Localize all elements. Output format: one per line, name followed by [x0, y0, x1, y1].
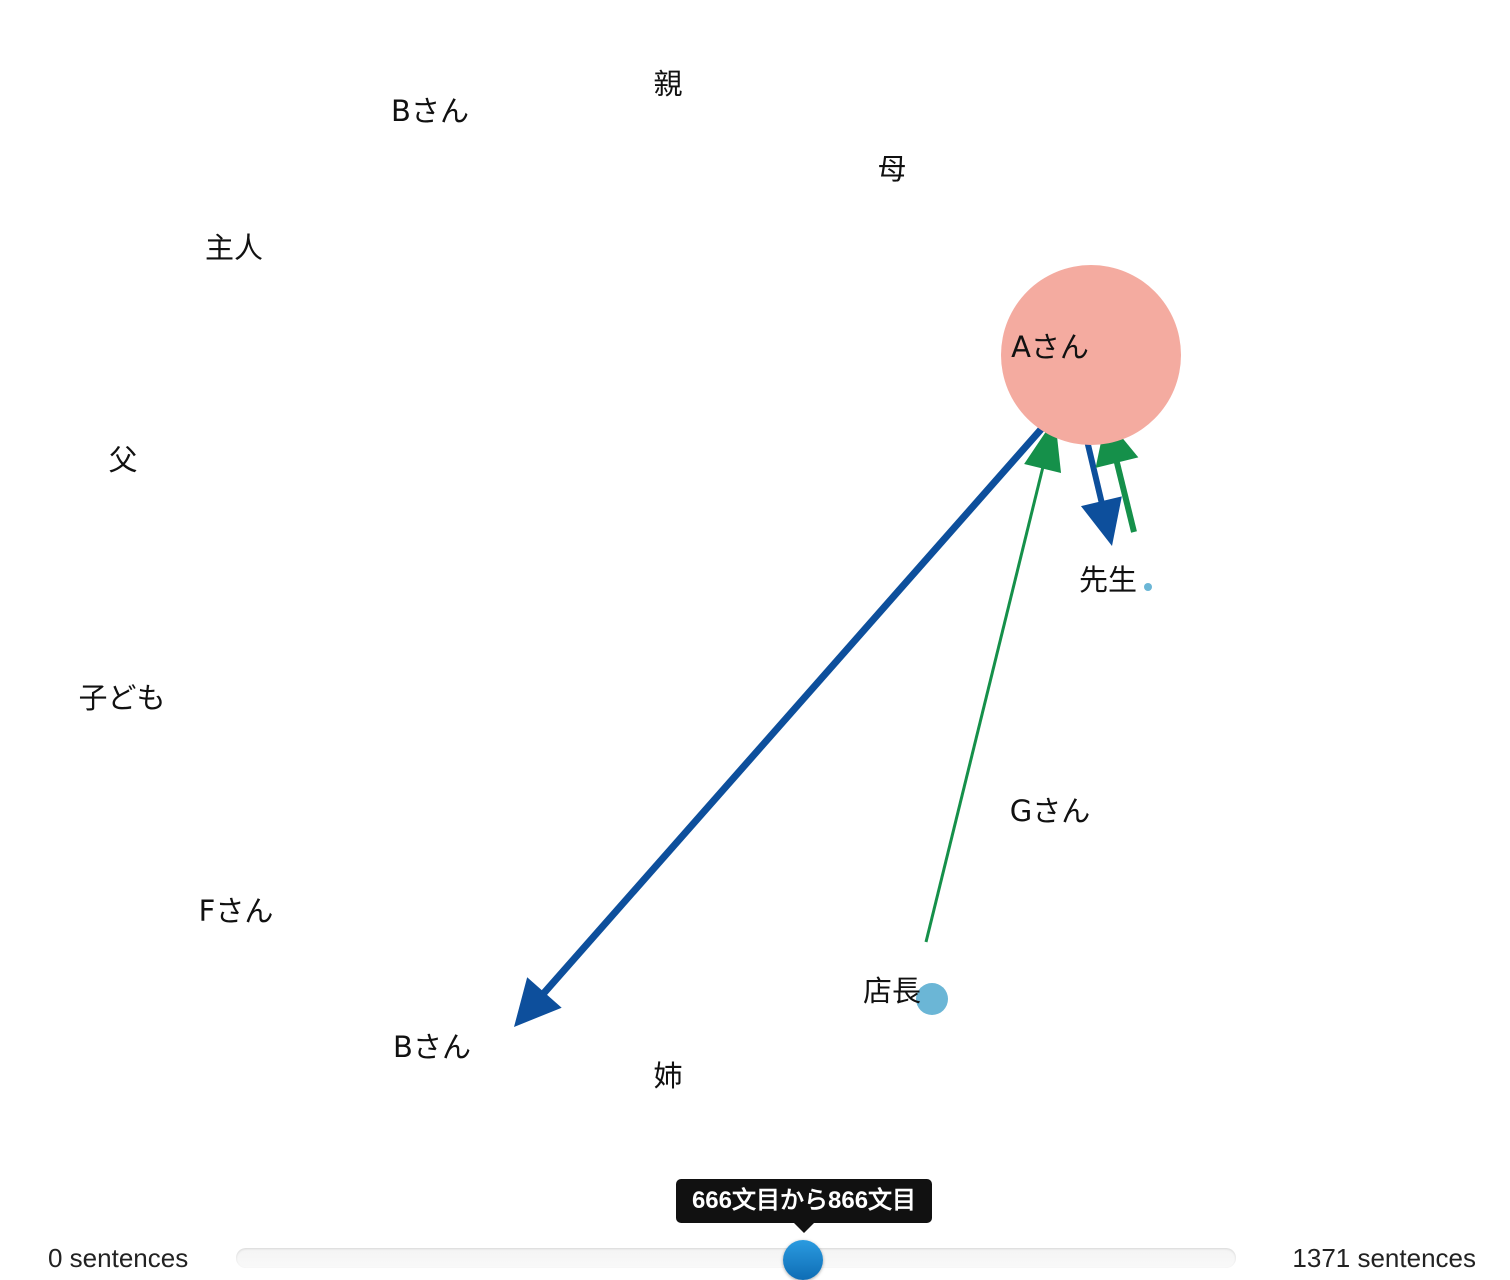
node-label-b_top[interactable]: Bさん: [391, 94, 469, 128]
edges-layer: [514, 415, 1139, 1027]
slider-tooltip: 666文目から866文目: [676, 1179, 932, 1223]
edge-arrowhead-a-to-sensei: [1080, 496, 1122, 546]
slider-track[interactable]: [236, 1248, 1236, 1268]
edge-a-to-b_bottom[interactable]: [539, 415, 1054, 998]
node-label-shujin[interactable]: 主人: [205, 231, 263, 265]
node-circle-a[interactable]: [1001, 265, 1181, 445]
slider-min-label: 0 sentences: [48, 1243, 189, 1273]
node-label-ane[interactable]: 姉: [653, 1059, 682, 1093]
slider-tooltip-arrow: [794, 1223, 814, 1233]
edge-arrowhead-a-to-b_bottom: [514, 977, 562, 1027]
node-circle-tencho[interactable]: [916, 983, 948, 1015]
edge-sensei-to-a[interactable]: [1113, 458, 1137, 533]
slider-handle[interactable]: [783, 1240, 823, 1280]
slider-max-label: 1371 sentences: [1292, 1243, 1476, 1273]
node-label-b_bottom[interactable]: Bさん: [393, 1030, 471, 1064]
edge-tencho-to-a[interactable]: [924, 464, 1045, 943]
node-label-f[interactable]: Fさん: [199, 894, 274, 928]
node-label-oya[interactable]: 親: [653, 67, 682, 101]
node-label-a[interactable]: Aさん: [1011, 330, 1089, 364]
node-label-g[interactable]: Gさん: [1010, 794, 1090, 828]
node-label-tencho[interactable]: 店長: [863, 974, 921, 1008]
node-label-chichi[interactable]: 父: [108, 443, 137, 477]
node-label-sensei[interactable]: 先生: [1079, 563, 1137, 597]
node-label-kodomo[interactable]: 子ども: [78, 681, 165, 715]
node-label-haha[interactable]: 母: [877, 152, 906, 186]
node-circle-sensei[interactable]: [1144, 583, 1152, 591]
